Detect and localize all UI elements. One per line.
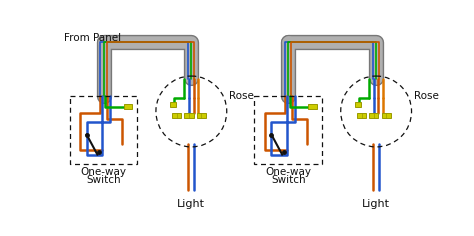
Text: Rose: Rose <box>229 91 254 101</box>
Bar <box>369 113 378 118</box>
Text: Light: Light <box>177 199 205 209</box>
Bar <box>355 102 361 107</box>
Text: Switch: Switch <box>86 175 121 185</box>
Bar <box>70 96 137 164</box>
Text: Rose: Rose <box>414 91 439 101</box>
Bar <box>170 102 176 107</box>
Bar <box>184 113 194 118</box>
Bar <box>172 113 182 118</box>
Bar <box>382 113 391 118</box>
Bar <box>357 113 366 118</box>
Bar <box>255 96 322 164</box>
Bar <box>309 104 317 109</box>
Bar <box>197 113 206 118</box>
Text: Light: Light <box>362 199 390 209</box>
Text: One-way: One-way <box>81 167 127 177</box>
Text: From Panel: From Panel <box>64 33 121 42</box>
Text: One-way: One-way <box>265 167 311 177</box>
Bar <box>124 104 132 109</box>
Text: Switch: Switch <box>271 175 306 185</box>
